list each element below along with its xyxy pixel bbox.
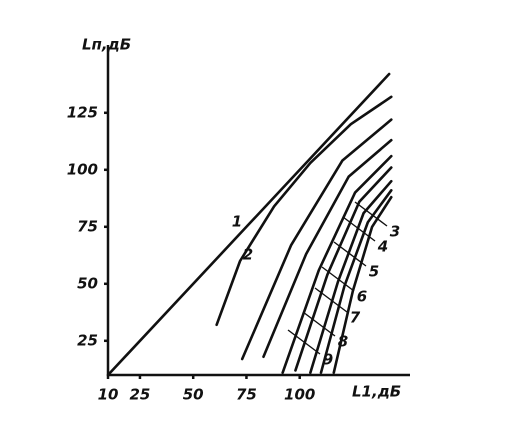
- curve-label: 3: [390, 223, 400, 241]
- curve-label: 9: [323, 351, 333, 369]
- curve: [281, 154, 393, 375]
- x-axis-label: L1,дБ: [352, 383, 401, 401]
- curve-label: 6: [357, 288, 367, 306]
- y-axis-label: Lп,дБ: [82, 36, 131, 54]
- y-tick-label: 125: [67, 103, 98, 121]
- curve: [215, 95, 393, 327]
- y-tick-label: 50: [77, 274, 98, 292]
- curve-label: 2: [243, 246, 253, 264]
- x-tick-label: 25: [130, 386, 151, 404]
- curve-label: 4: [377, 238, 388, 256]
- x-tick-label: 50: [183, 386, 204, 404]
- curve-label: 7: [350, 309, 361, 327]
- leader-line: [302, 311, 336, 337]
- curve: [262, 138, 393, 359]
- curve: [294, 166, 393, 372]
- x-tick-label: 100: [284, 386, 315, 404]
- leader-line: [354, 201, 388, 227]
- x-tick-label: 75: [236, 386, 257, 404]
- curve: [106, 72, 391, 377]
- y-tick-label: 25: [77, 331, 98, 349]
- curve-label: 8: [338, 333, 348, 351]
- curve: [319, 189, 393, 375]
- y-tick-label: 100: [67, 160, 98, 178]
- curve-label: 5: [369, 263, 379, 281]
- x-tick-label: 10: [98, 386, 119, 404]
- curve-label: 1: [232, 213, 242, 231]
- curve: [332, 195, 393, 375]
- curve: [240, 118, 393, 361]
- leader-line: [287, 329, 321, 355]
- leader-line: [314, 287, 348, 313]
- y-tick-label: 75: [77, 217, 98, 235]
